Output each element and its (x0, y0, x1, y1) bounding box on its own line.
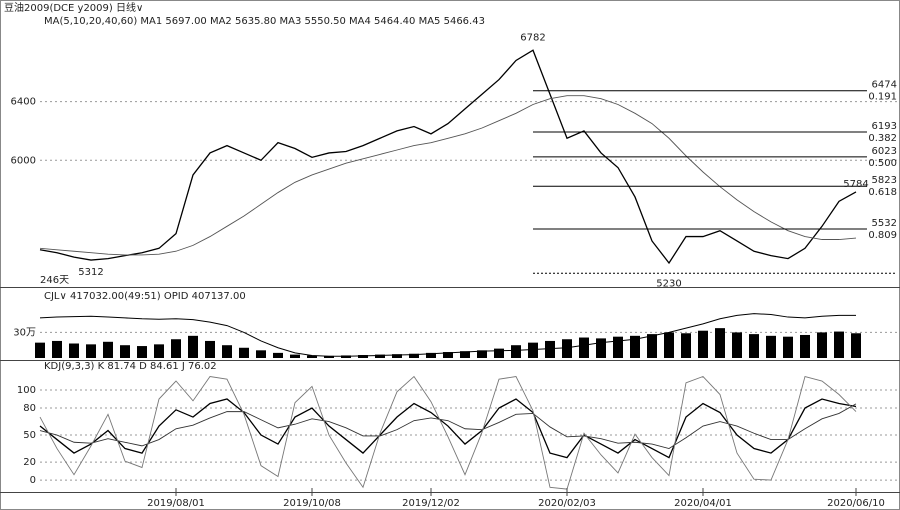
x-tick-label: 2020/04/01 (674, 498, 732, 509)
volume-bar (392, 354, 402, 358)
volume-bar (120, 345, 130, 358)
series-line (39, 49, 857, 265)
series-line (39, 313, 856, 357)
volume-bar (171, 339, 181, 358)
y-tick-label: 100 (17, 385, 36, 396)
volume-bar (239, 347, 249, 358)
x-tick-label: 2019/10/08 (283, 498, 341, 509)
volume-bar (273, 352, 283, 358)
volume-bar (307, 355, 317, 358)
y-tick-label: 80 (23, 403, 36, 414)
series-line (39, 375, 857, 490)
series-line (39, 398, 857, 459)
volume-bar (766, 335, 776, 358)
fib-price: 5823 (872, 175, 897, 186)
y-tick-label: 0 (30, 475, 36, 486)
volume-bar (664, 332, 674, 358)
y-tick-label: 50 (23, 430, 36, 441)
volume-bar (834, 331, 844, 358)
volume-bar (69, 343, 79, 358)
volume-bar (613, 336, 623, 358)
volume-bar (817, 332, 827, 358)
volume-bar (647, 334, 657, 358)
volume-bar (290, 354, 300, 358)
volume-bar (443, 352, 453, 358)
volume-bar (579, 337, 589, 358)
volume-bar (103, 341, 113, 358)
volume-bar (494, 348, 504, 358)
y-tick-label: 6400 (11, 97, 36, 108)
volume-bar (137, 346, 147, 358)
volume-bar (630, 335, 640, 358)
volume-bar (749, 334, 759, 358)
x-tick-label: 2019/08/01 (147, 498, 205, 509)
fib-ratio: 0.809 (868, 230, 897, 241)
fib-ratio: 0.382 (868, 133, 897, 144)
volume-bar (732, 332, 742, 358)
chart-title: 豆油2009(DCE y2009) 日线∨ (4, 1, 143, 14)
fib-price: 6193 (872, 121, 897, 132)
price-annotation: 6782 (520, 33, 545, 44)
x-tick-label: 2019/12/02 (402, 498, 460, 509)
volume-bar (698, 330, 708, 358)
series-line (39, 403, 857, 450)
fib-ratio: 0.618 (868, 187, 897, 198)
volume-bar (86, 344, 96, 358)
volume-bar (375, 354, 385, 358)
fib-price: 6023 (872, 146, 897, 157)
volume-bar (596, 338, 606, 358)
volume-bar (256, 350, 266, 358)
volume-bar (222, 345, 232, 358)
volume-bar (528, 342, 538, 358)
volume-bar (409, 353, 419, 358)
ma-legend: MA(5,10,20,40,60) MA1 5697.00 MA2 5635.8… (44, 16, 485, 27)
y-tick-label: 30万 (13, 327, 36, 338)
volume-bar (783, 336, 793, 358)
volume-bar (460, 351, 470, 358)
volume-bar (188, 335, 198, 358)
volume-bar (545, 340, 555, 358)
note: 246天 (40, 275, 69, 286)
volume-bar (562, 339, 572, 358)
volume-bar (205, 340, 215, 358)
volume-bar (35, 342, 45, 358)
volume-bar (426, 352, 436, 358)
volume-bar (681, 333, 691, 358)
volume-bar (324, 355, 334, 358)
fib-price: 6474 (872, 80, 897, 91)
volume-bar (52, 340, 62, 358)
kdj-title: KDJ(9,3,3) K 81.74 D 84.61 J 76.02 (44, 361, 217, 372)
x-tick-label: 2020/02/03 (538, 498, 596, 509)
y-tick-label: 6000 (11, 155, 36, 166)
x-tick-label: 2020/06/10 (827, 498, 885, 509)
volume-bar (800, 334, 810, 358)
y-tick-label: 20 (23, 457, 36, 468)
volume-bar (851, 333, 861, 358)
price-annotation: 5230 (656, 278, 681, 289)
volume-bar (358, 355, 368, 358)
volume-bar (154, 344, 164, 358)
fib-ratio: 0.191 (868, 92, 897, 103)
fib-price: 5532 (872, 218, 897, 229)
volume-bar (511, 345, 521, 358)
fib-ratio: 0.500 (868, 158, 897, 169)
price-annotation: 5312 (78, 267, 103, 278)
price-annotation: 5784 (843, 179, 868, 190)
volume-bar (715, 328, 725, 358)
volume-bar (477, 350, 487, 358)
volume-title: CJL∨ 417032.00(49:51) OPID 407137.00 (44, 291, 246, 302)
